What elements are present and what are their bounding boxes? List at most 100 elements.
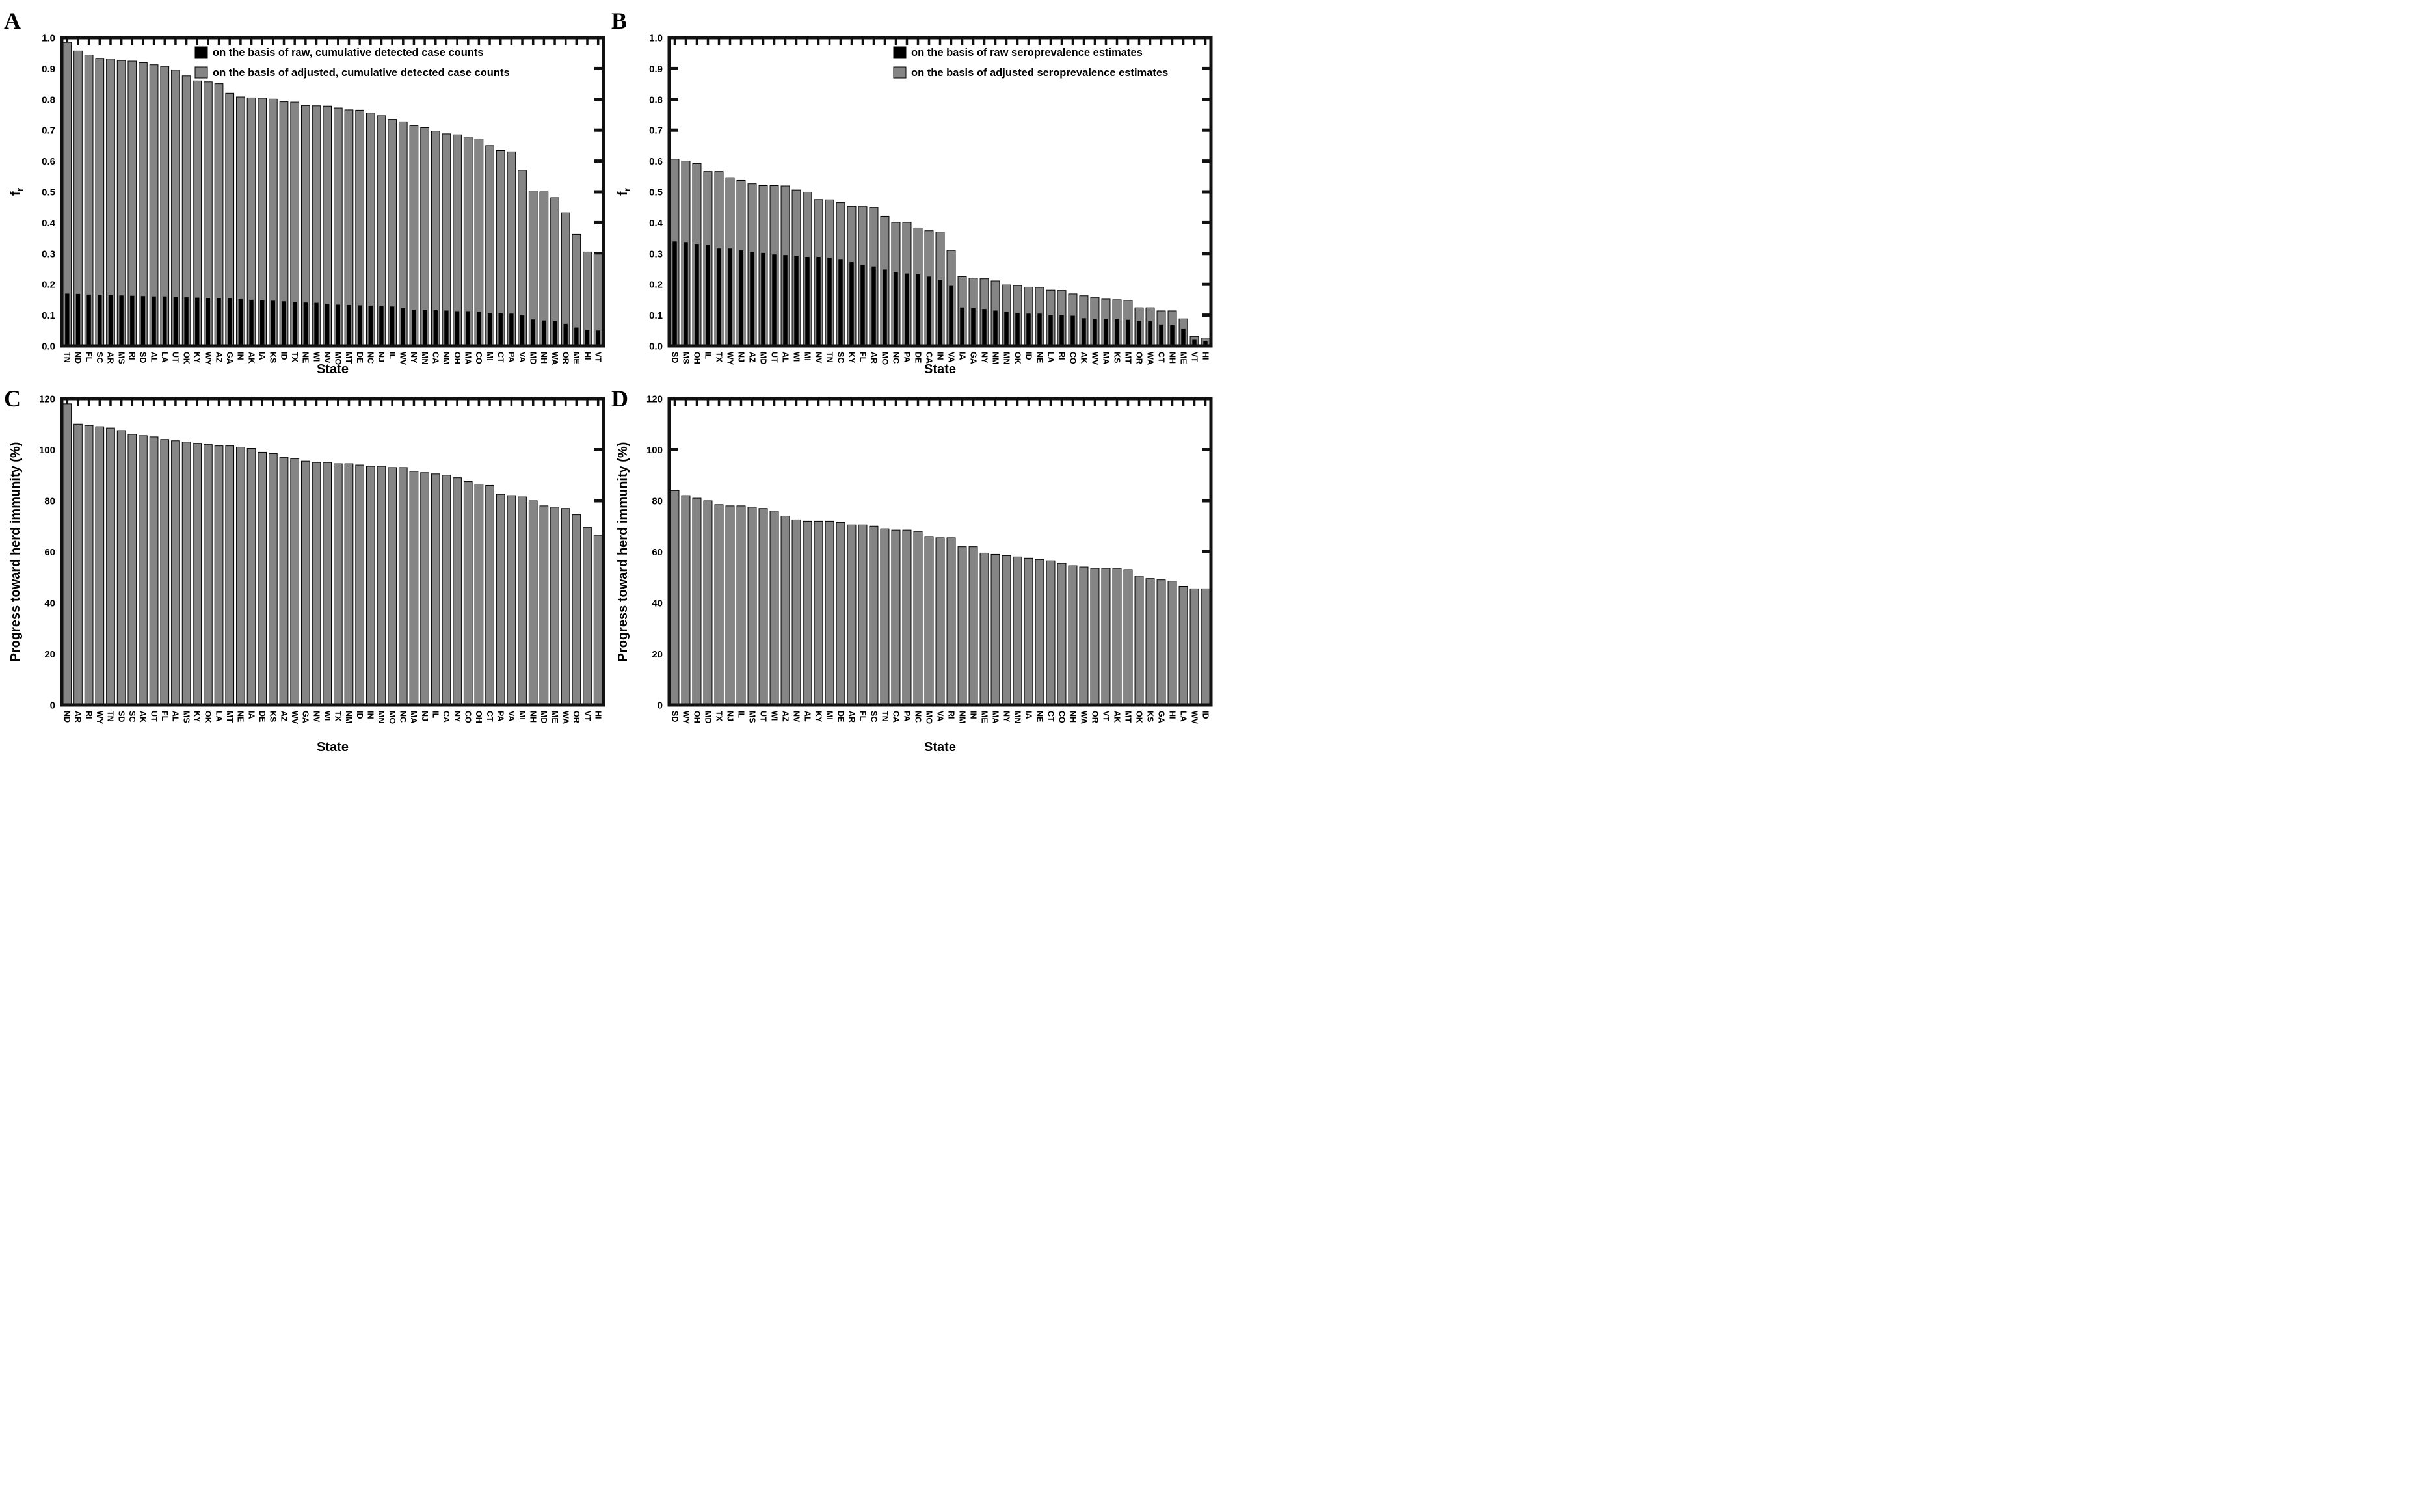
bar-raw — [336, 304, 340, 346]
bar-adjusted — [496, 494, 505, 706]
bar-adjusted — [1123, 569, 1133, 706]
legend: on the basis of raw seroprevalence estim… — [893, 46, 1168, 79]
state-label: NH — [1167, 352, 1176, 364]
bar-raw — [1004, 312, 1009, 346]
panel-A-chart: 0.00.10.20.30.40.50.60.70.80.91.0TN ND FL S… — [4, 8, 605, 377]
state-label: DE — [913, 352, 922, 363]
bar-adjusted — [463, 481, 473, 706]
y-tick-label: 100 — [39, 445, 55, 456]
x-axis-title: State — [317, 740, 349, 754]
y-tick-label: 0.3 — [42, 248, 55, 259]
bar-adjusted — [847, 524, 857, 706]
y-tick-label: 0.8 — [649, 94, 663, 105]
bar-raw — [927, 276, 931, 346]
state-label: CA — [891, 711, 900, 723]
state-label: WV — [1189, 711, 1199, 724]
state-label: KY — [847, 352, 856, 364]
bar-raw — [228, 298, 232, 346]
panel-letter: D — [611, 386, 628, 412]
bar-adjusted — [736, 505, 746, 706]
bar-raw — [860, 265, 865, 346]
y-tick-label: 1.0 — [649, 33, 663, 44]
state-label: TX — [334, 711, 343, 722]
state-label: AK — [139, 711, 148, 723]
bar-raw — [422, 310, 427, 346]
state-label: LA — [1178, 711, 1188, 722]
state-label: CA — [442, 711, 451, 723]
y-axis-title: fr — [8, 187, 25, 196]
bar-raw — [1048, 315, 1053, 346]
state-label: VA — [946, 352, 955, 362]
bar-raw — [412, 310, 416, 346]
bar-adjusted — [398, 467, 408, 706]
state-label: UT — [149, 711, 158, 722]
state-label: MO — [924, 711, 933, 724]
legend-swatch — [893, 66, 907, 79]
bar-adjusted — [714, 504, 724, 706]
state-label: OR — [1134, 352, 1143, 364]
bar-raw — [217, 298, 221, 346]
bar-adjusted — [431, 473, 440, 706]
state-label: NE — [301, 352, 310, 363]
state-label: ID — [1024, 352, 1033, 360]
state-label: OH — [474, 711, 483, 723]
bar-adjusted — [869, 525, 879, 706]
state-label: NE — [1035, 352, 1044, 363]
state-label: FL — [858, 352, 867, 362]
legend-label: on the basis of raw seroprevalence estim… — [911, 47, 1143, 59]
bar-adjusted — [935, 537, 945, 706]
bar-adjusted — [593, 535, 603, 706]
bar-raw — [152, 296, 156, 346]
bar-adjusted — [127, 434, 137, 706]
y-tick-label: 20 — [44, 649, 55, 660]
state-label: NM — [990, 352, 1000, 364]
state-label: MI — [803, 352, 812, 361]
bar-raw — [98, 295, 102, 346]
bar-adjusted — [780, 516, 790, 706]
bar-adjusted — [1002, 555, 1011, 706]
y-tick-label: 0.6 — [649, 156, 663, 167]
bar-raw — [433, 310, 438, 346]
state-label: OH — [453, 352, 462, 364]
bar-adjusted — [979, 552, 989, 706]
state-label: NJ — [377, 352, 386, 362]
state-label: KS — [269, 711, 278, 722]
state-label: ID — [279, 352, 288, 360]
state-label: NM — [344, 711, 353, 723]
bar-raw — [86, 294, 91, 346]
state-label: UT — [758, 711, 767, 722]
bar-adjusted — [442, 475, 451, 706]
bar-raw — [1082, 318, 1086, 346]
bar-raw — [871, 266, 876, 346]
state-label: NV — [312, 711, 321, 723]
state-label: WY — [95, 711, 104, 724]
bar-raw — [563, 323, 568, 346]
bar-raw — [184, 297, 189, 346]
state-label: VA — [507, 711, 516, 721]
state-label: NJ — [736, 352, 745, 362]
bar-adjusted — [214, 445, 224, 706]
state-label: MI — [518, 711, 527, 720]
bar-adjusted — [1057, 563, 1067, 706]
bar-adjusted — [769, 511, 779, 706]
state-label: CA — [431, 352, 440, 364]
state-label: MA — [464, 352, 473, 364]
bar-adjusted — [312, 462, 321, 706]
bar-raw — [477, 312, 481, 346]
bar-raw — [728, 248, 732, 346]
bar-raw — [108, 295, 113, 346]
y-tick-label: 0.6 — [42, 156, 55, 167]
state-label: OK — [1013, 352, 1022, 364]
bar-adjusted — [95, 426, 105, 706]
bar-raw — [1148, 321, 1152, 346]
state-label: AZ — [747, 352, 756, 363]
bar-raw — [271, 300, 276, 346]
bar-raw — [1126, 319, 1130, 346]
bar-adjusted — [791, 519, 801, 706]
bar-raw — [960, 307, 964, 346]
bar-raw — [1070, 315, 1075, 346]
bar-raw — [140, 296, 146, 346]
bar-raw — [1137, 321, 1141, 346]
state-label: WA — [550, 352, 559, 365]
legend: on the basis of raw, cumulative detected… — [194, 46, 510, 79]
